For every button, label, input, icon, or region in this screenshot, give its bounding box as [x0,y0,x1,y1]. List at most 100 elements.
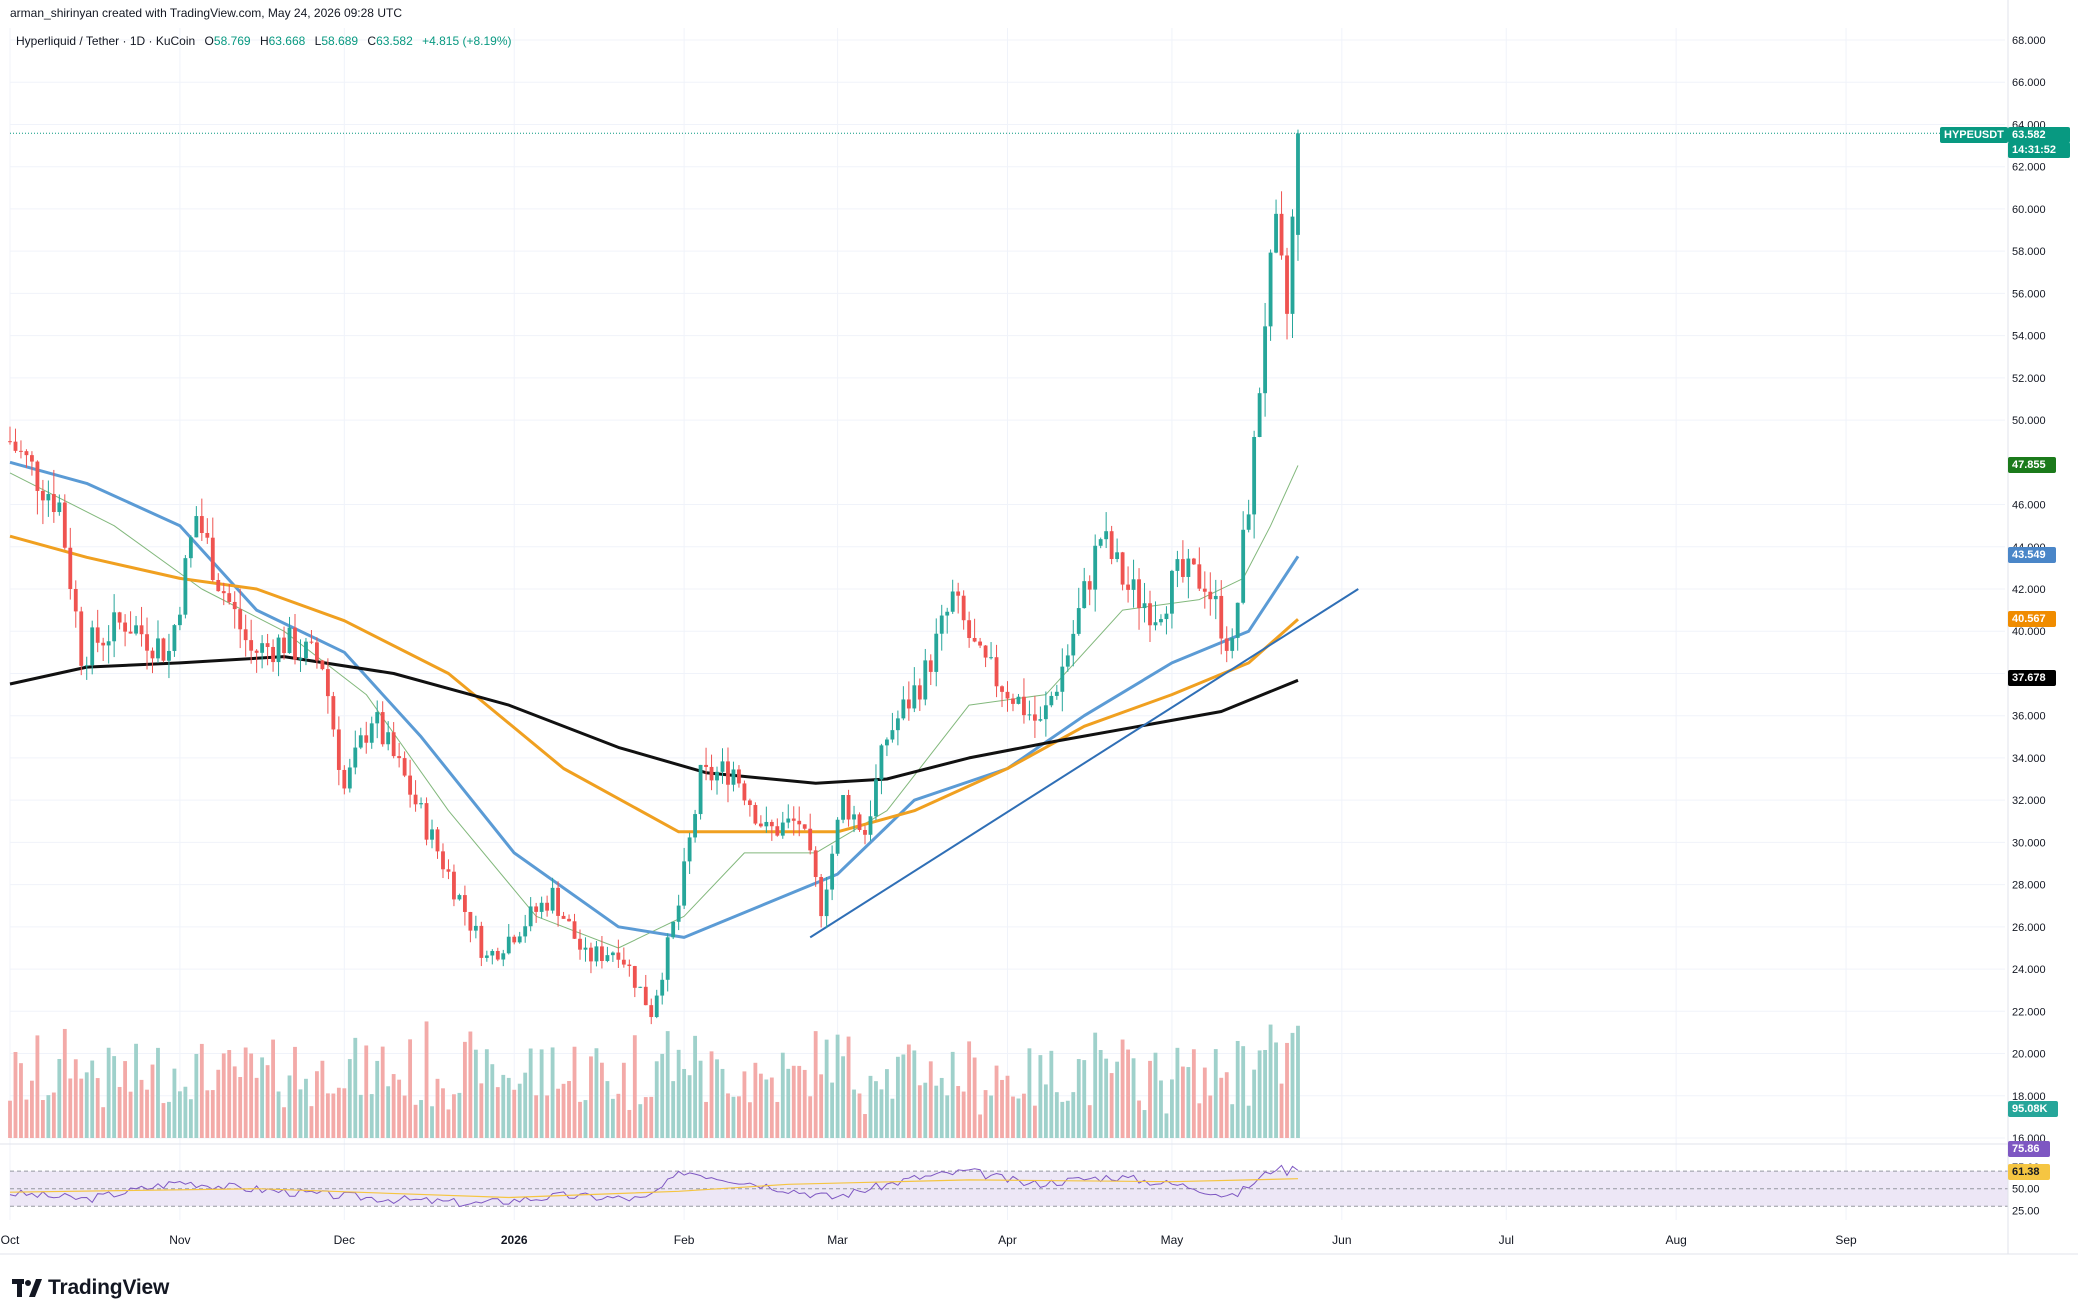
volume-bar [1131,1058,1136,1138]
candle-body [1208,591,1213,600]
volume-bar [704,1101,708,1138]
volume-bar [8,1100,12,1138]
volume-bar [512,1089,517,1138]
volume-bar [243,1047,248,1138]
candle-body [583,947,588,950]
volume-bar [1027,1048,1032,1138]
candle-body [46,494,51,501]
high-value: 63.668 [268,34,306,48]
candle-body [561,915,566,919]
candle-body [676,905,681,922]
candle-body [8,441,12,443]
candle-body [775,826,780,836]
time-tick-label: Jul [1499,1233,1514,1247]
volume-bar [742,1071,747,1138]
candle-body [956,591,961,596]
candle-body [726,761,730,785]
time-tick-label: Oct [1,1233,20,1247]
volume-bar [30,1080,34,1138]
candle-body [336,729,341,770]
candle-body [134,625,138,634]
candle-body [517,936,522,943]
volume-bar [1180,1066,1185,1138]
rsi-ma-tag: 61.38 [2008,1164,2050,1180]
volume-bar [446,1109,451,1138]
volume-bar [583,1100,588,1138]
volume-bar [1120,1039,1125,1138]
candle-body [128,631,133,634]
candle-body [567,918,571,922]
candle-body [731,769,736,785]
volume-bar [972,1057,977,1138]
price-tick-label: 62.000 [2012,162,2046,174]
volume-bar [1230,1104,1235,1138]
volume-bar [1093,1032,1098,1138]
volume-bar [594,1048,599,1138]
candle-body [386,732,391,745]
volume-bar [852,1089,856,1138]
candle-body [742,783,747,801]
candle-body [824,889,829,917]
volume-bar [232,1066,237,1138]
volume-bar [1043,1084,1048,1138]
chart-credit: arman_shirinyan created with TradingView… [10,6,402,20]
candle-body [194,516,199,538]
volume-bar [1054,1092,1059,1138]
candle-body [139,625,144,635]
candle-body [397,756,402,759]
candle-body [923,660,928,700]
candle-body [616,952,621,960]
volume-bar [1159,1080,1163,1138]
candle-body [68,547,73,589]
time-tick-label: Dec [334,1233,355,1247]
candle-body [342,769,347,789]
volume-bar [1148,1060,1152,1138]
price-tick-label: 42.000 [2012,584,2046,596]
volume-bar [627,1109,632,1138]
candle-body [1191,558,1196,565]
candle-body [35,461,40,491]
volume-bar [1016,1098,1021,1138]
candle-body [424,803,429,840]
volume-bar [139,1079,144,1138]
volume-bar [1202,1067,1207,1138]
volume-bar [265,1065,270,1138]
volume-bar [1170,1079,1174,1138]
candle-body [84,665,89,667]
volume-bar [616,1093,621,1138]
candle-body [495,950,500,960]
candle-body [167,650,171,661]
volume-bar [205,1090,210,1138]
volume-bar [737,1096,741,1138]
time-tick-label: May [1161,1233,1184,1247]
candle-body [260,643,265,653]
volume-bar [1290,1032,1295,1138]
candle-body [249,640,254,651]
volume-bar [353,1037,358,1138]
volume-bar [260,1057,265,1138]
candle-body [315,642,319,661]
candle-body [917,685,922,700]
volume-bar [380,1046,385,1138]
ma-orange-tag: 40.567 [2008,611,2056,627]
candle-body [145,634,149,651]
price-tick-label: 56.000 [2012,288,2046,300]
candle-body [462,895,467,912]
candle-body [786,818,791,823]
candle-body [1109,531,1114,560]
volume-bar [1191,1049,1196,1138]
candle-body [1082,581,1087,609]
price-tick-label: 34.000 [2012,753,2046,765]
price-tick-label: 36.000 [2012,711,2046,723]
candle-body [1076,608,1081,634]
candle-body [1257,393,1262,437]
volume-bar [495,1087,500,1138]
volume-bar [830,1082,835,1138]
volume-bar [879,1089,884,1138]
volume-bar [293,1046,297,1138]
volume-bar [1087,1105,1092,1138]
volume-bar [188,1099,193,1138]
tradingview-logo[interactable]: TradingView [12,1276,169,1300]
tradingview-logo-icon [12,1279,42,1297]
